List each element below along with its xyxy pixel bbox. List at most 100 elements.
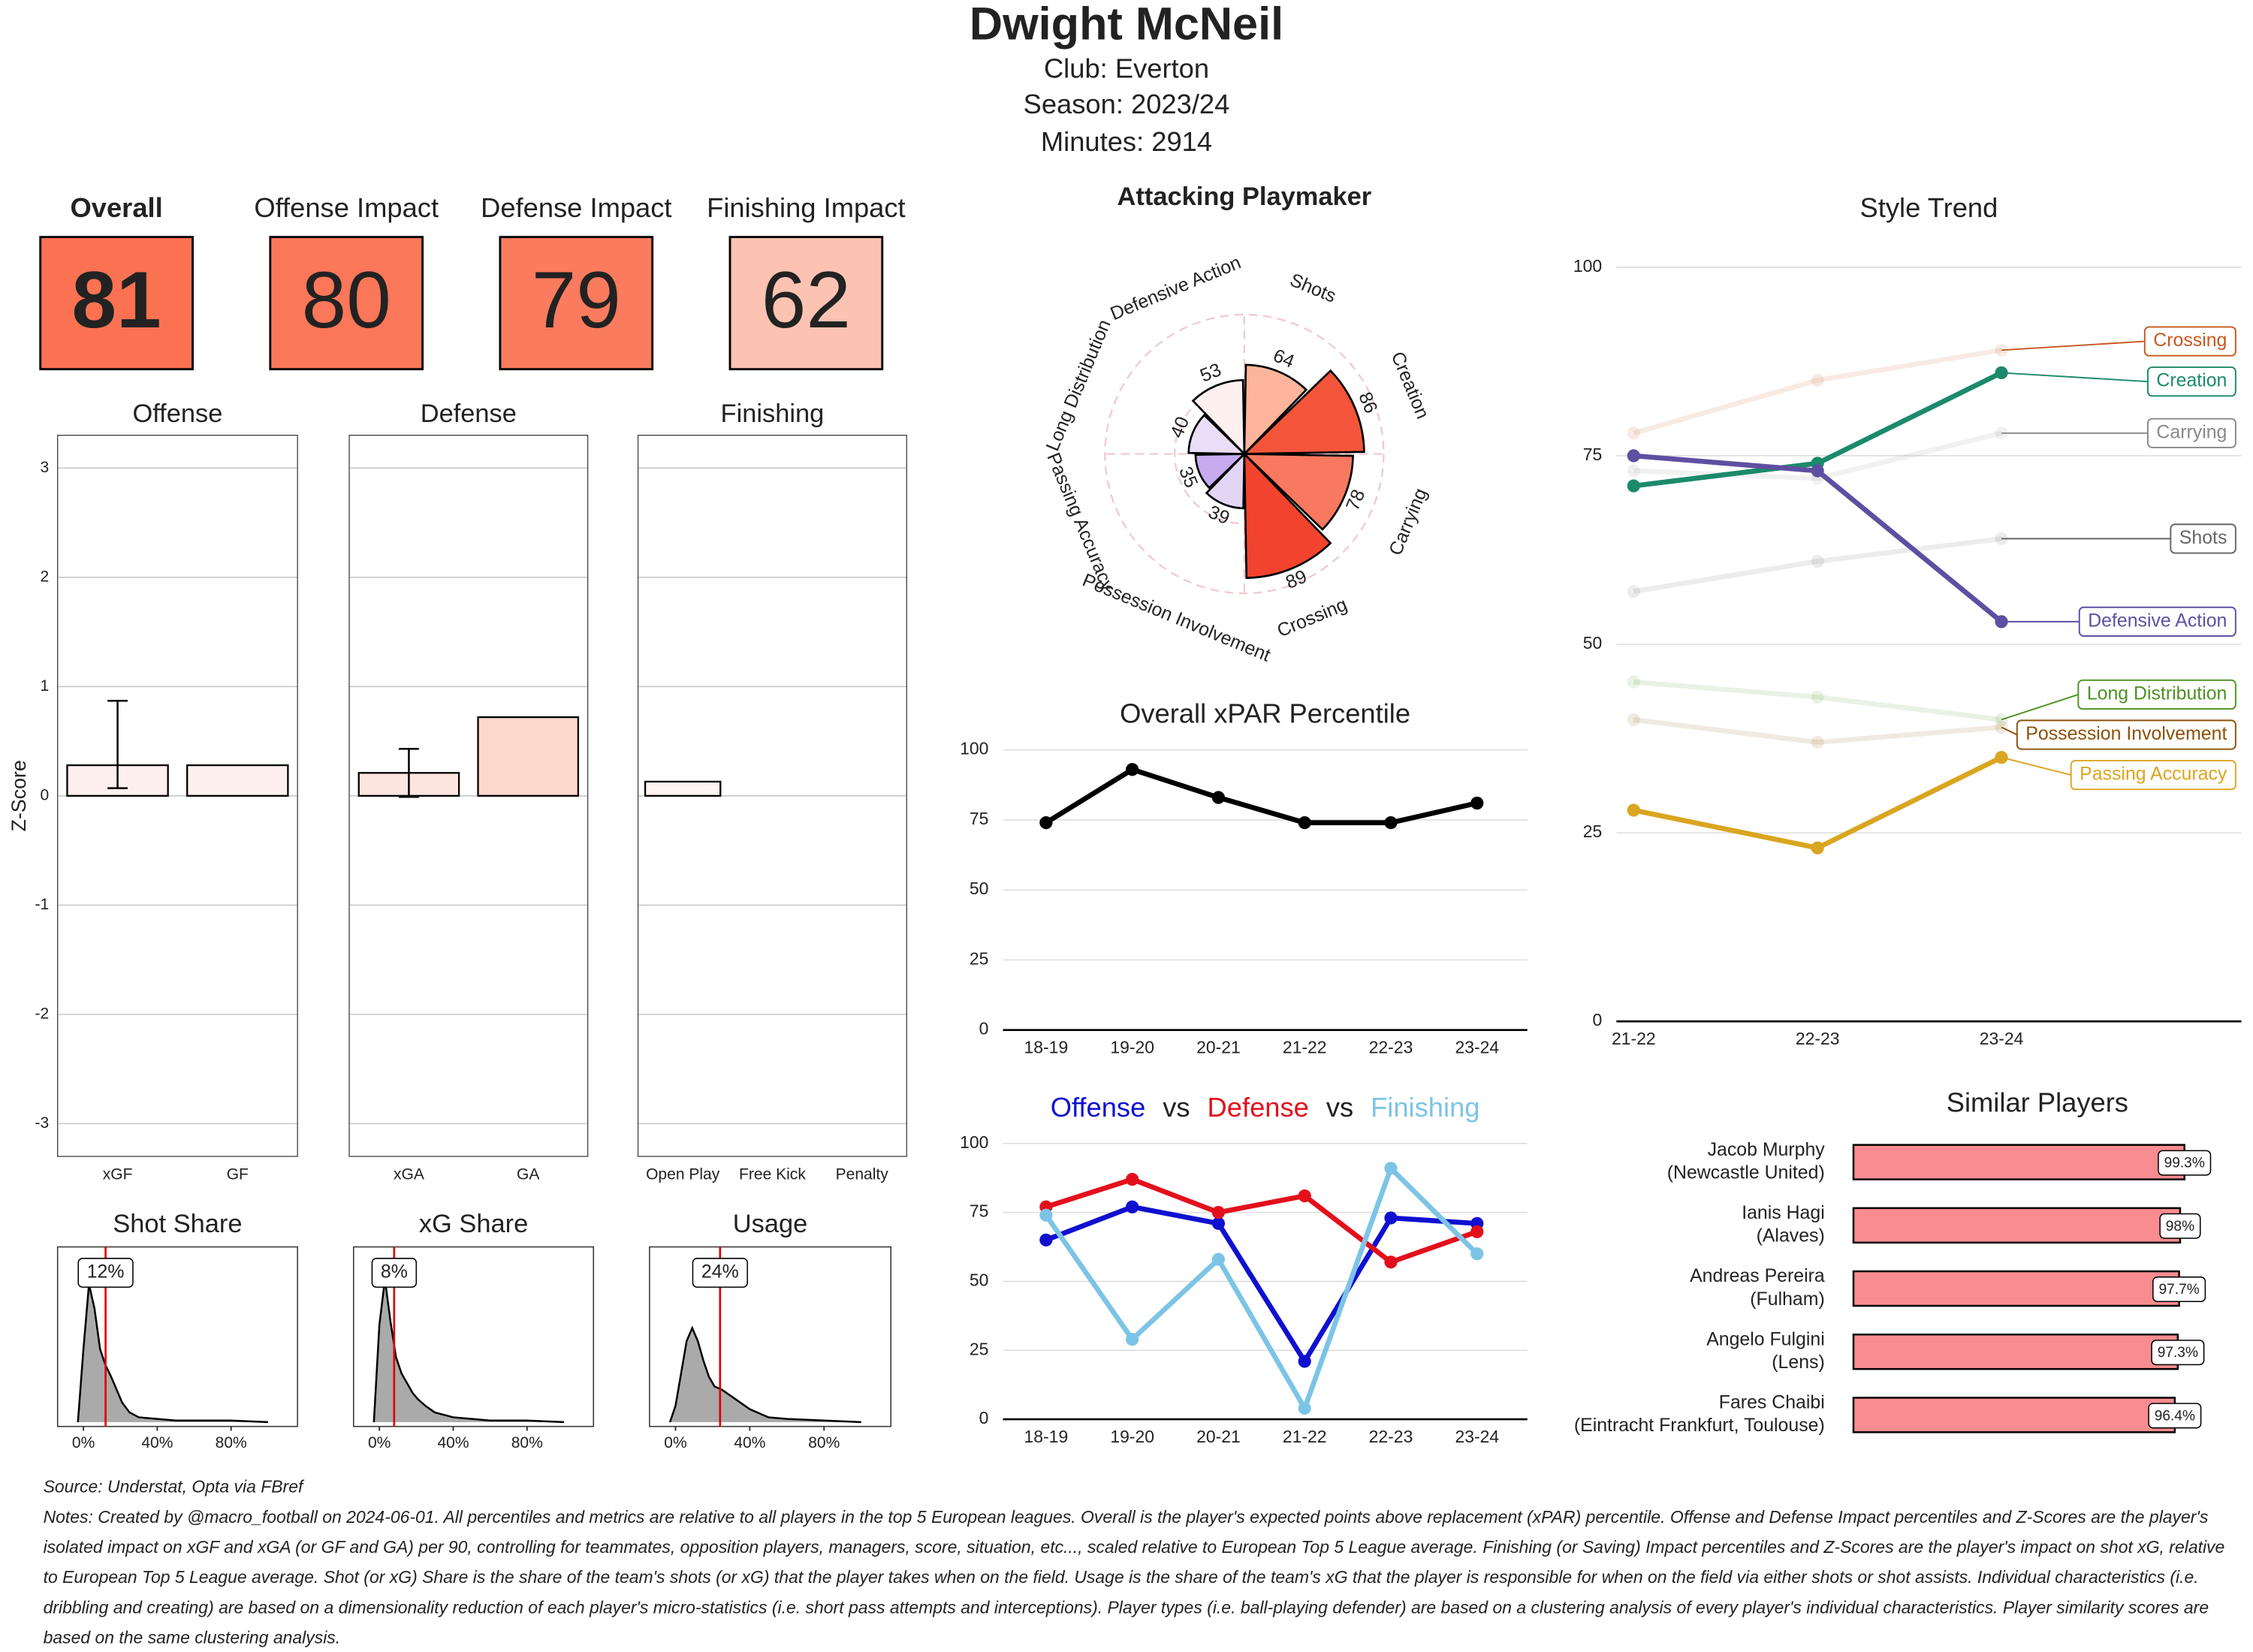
- legend-title: Offense vs Defense vs Finishing: [1051, 1091, 1480, 1122]
- x-tick-label: 20-21: [1196, 1038, 1241, 1057]
- panel-frame: [637, 434, 907, 1157]
- x-tick-label: 23-24: [1455, 1427, 1499, 1446]
- x-tick-label: Open Play: [646, 1165, 720, 1183]
- legend-separator: vs: [1326, 1091, 1353, 1122]
- y-tick-label: -2: [35, 1005, 50, 1022]
- y-tick-label: 25: [1583, 821, 1603, 841]
- value-label-box: [2159, 1213, 2201, 1239]
- score-tile: [269, 236, 424, 371]
- point: [1627, 675, 1640, 689]
- density-line: [668, 1325, 861, 1424]
- point: [1211, 1216, 1226, 1230]
- polar-grid: [1104, 313, 1385, 595]
- marker-label: 8%: [381, 1262, 408, 1283]
- x-tick-label: xGA: [394, 1165, 424, 1183]
- point: [1039, 815, 1053, 830]
- value-label-box: [2151, 1340, 2205, 1366]
- series-line: [1633, 717, 2002, 745]
- score-tile: [39, 236, 194, 371]
- player-club: (Newcastle United): [1667, 1162, 1825, 1183]
- y-tick-label: 25: [970, 948, 989, 968]
- x-tick-label: 40%: [437, 1434, 469, 1452]
- x-tick-label: 80%: [216, 1434, 247, 1452]
- value-label-box: [2158, 1150, 2212, 1176]
- series-line: [1633, 430, 2002, 481]
- point: [1627, 464, 1640, 478]
- point: [1384, 1256, 1398, 1269]
- polar-wedge: [1205, 451, 1246, 510]
- point: [1126, 1200, 1139, 1213]
- season: Season: 2023/24: [1024, 89, 1230, 119]
- player-name: Jacob Murphy: [1708, 1139, 1826, 1160]
- y-axis-title: Z-Score: [8, 760, 30, 831]
- series-label: Creation: [2156, 370, 2227, 391]
- panel-title: xG Share: [419, 1210, 528, 1238]
- point: [1470, 796, 1484, 810]
- panel-frame: [57, 434, 298, 1157]
- point: [1039, 1233, 1053, 1247]
- category-label: Long Distribution: [1042, 317, 1114, 454]
- y-tick-label: 100: [1573, 256, 1602, 276]
- density-line: [372, 1279, 565, 1424]
- point: [1039, 1208, 1053, 1222]
- y-tick-label: 50: [970, 1270, 989, 1289]
- score-label: Defense Impact: [481, 192, 671, 223]
- bar: [1852, 1333, 2179, 1370]
- y-tick-label: 25: [970, 1339, 989, 1358]
- player-name: Dwight McNeil: [970, 0, 1283, 50]
- panel-frame: [56, 1246, 298, 1427]
- chart-title: Attacking Playmaker: [1117, 182, 1372, 211]
- panel-frame: [353, 1246, 595, 1427]
- x-tick-label: GF: [227, 1165, 249, 1183]
- point: [1470, 1247, 1484, 1261]
- y-tick-label: 100: [960, 739, 988, 758]
- point: [1811, 464, 1824, 478]
- player-name: Ianis Hagi: [1742, 1202, 1825, 1223]
- x-tick-label: 18-19: [1024, 1427, 1069, 1446]
- series-label: Crossing: [2153, 330, 2227, 351]
- y-tick-label: 50: [1583, 633, 1603, 653]
- y-tick-label: -3: [35, 1114, 50, 1132]
- score-tile: [499, 236, 654, 371]
- point: [1627, 585, 1640, 598]
- category-label: Carrying: [1385, 485, 1431, 559]
- point: [1627, 713, 1640, 727]
- y-tick-label: 2: [41, 568, 50, 585]
- point: [1811, 841, 1824, 855]
- score-tile: [728, 236, 884, 371]
- marker-label: 12%: [87, 1262, 125, 1283]
- score-value: 80: [302, 255, 391, 345]
- score-value: 81: [72, 255, 161, 345]
- score-label: Finishing Impact: [707, 192, 906, 223]
- series-line: [1045, 1204, 1477, 1364]
- y-tick-label: 0: [979, 1019, 989, 1039]
- footer: Source: Understat, Opta via FBref Notes:…: [44, 1477, 2225, 1648]
- polar-wedge: [1241, 453, 1354, 531]
- series-label: Possession Involvement: [2025, 723, 2227, 744]
- point: [1470, 1225, 1484, 1238]
- point: [1811, 373, 1824, 387]
- polar-wedge: [1243, 363, 1308, 457]
- x-tick-label: 0%: [664, 1434, 686, 1452]
- x-tick-label: 40%: [141, 1434, 173, 1452]
- point: [1627, 803, 1640, 817]
- score-label: Offense Impact: [254, 192, 439, 223]
- x-tick-label: Free Kick: [739, 1165, 806, 1183]
- polar-grid: [1173, 383, 1315, 525]
- player-name: Angelo Fulgini: [1706, 1328, 1825, 1349]
- x-tick-label: 40%: [734, 1434, 765, 1452]
- bar: [1852, 1207, 2182, 1244]
- category-label: Creation: [1387, 348, 1434, 422]
- x-tick-label: 20-21: [1196, 1427, 1241, 1446]
- panel-title: Offense: [132, 399, 222, 428]
- panel-title: Usage: [733, 1210, 808, 1238]
- category-label: Passing Accuracy: [1042, 450, 1118, 595]
- polar-wedge: [1241, 369, 1365, 455]
- x-tick-label: 23-24: [1980, 1029, 2024, 1048]
- value-label: 64: [1270, 345, 1297, 372]
- point: [1126, 763, 1139, 776]
- y-tick-label: -1: [35, 896, 50, 913]
- player-name: Andreas Pereira: [1690, 1265, 1825, 1286]
- x-tick-label: 0%: [368, 1434, 391, 1452]
- label-connector: [2001, 756, 2071, 776]
